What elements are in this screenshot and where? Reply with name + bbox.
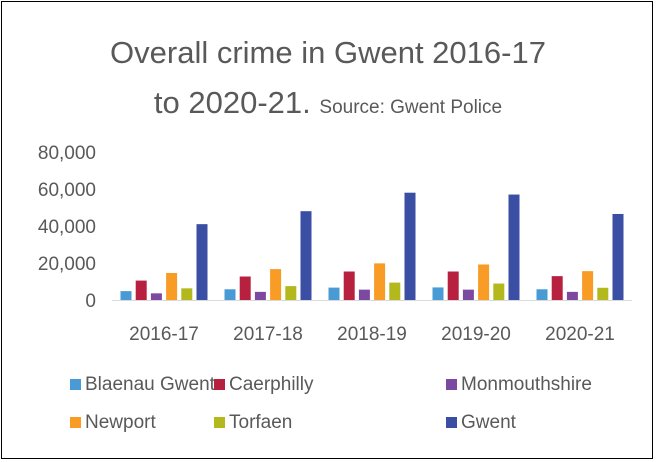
bar [240,277,251,300]
y-tick-label: 60,000 [38,180,96,201]
legend-label: Torfaen [229,412,292,433]
legend-swatch [446,417,457,428]
bar [285,286,296,300]
bar [121,291,132,300]
bar [433,287,444,300]
x-tick-label: 2019-20 [441,324,511,345]
bar [552,276,563,300]
legend-label: Caerphilly [229,374,314,395]
bar [301,211,312,300]
bar [567,292,578,300]
bar [329,288,340,300]
x-tick-label: 2018-19 [337,324,407,345]
x-tick-label: 2020-21 [545,324,615,345]
bar [537,289,548,300]
legend-swatch [70,417,81,428]
bar [136,281,147,300]
y-tick-label: 40,000 [38,217,96,238]
bar [493,284,504,300]
bar [359,290,370,300]
bar [405,193,416,300]
bar [225,289,236,300]
bar [448,272,459,300]
bar [582,271,593,300]
legend-label: Gwent [461,412,517,433]
bar [509,195,520,300]
legend-label: Monmouthshire [461,374,592,395]
bar [181,288,192,300]
legend: Blaenau Gwent Caerphilly Monmouthshire Newp… [70,374,592,433]
x-tick-label: 2017-18 [233,324,303,345]
y-tick-label: 20,000 [38,254,96,275]
bar [151,293,162,300]
x-tick-label: 2016-17 [129,324,199,345]
legend-swatch [446,379,457,390]
bar [463,290,474,300]
bar [166,273,177,300]
legend-swatch [214,379,225,390]
legend-label: Blaenau Gwent [85,374,216,395]
bar [597,288,608,300]
y-axis-labels: 0 20,000 40,000 60,000 80,000 [38,143,96,312]
x-axis-labels: 2016-17 2017-18 2018-19 2019-20 2020-21 [129,324,615,345]
bar [344,272,355,300]
bar [270,269,281,300]
bar [197,224,208,300]
bar [613,214,624,300]
y-tick-label: 0 [85,291,96,312]
bar [255,292,266,300]
legend-swatch [214,417,225,428]
bar [478,264,489,300]
y-tick-label: 80,000 [38,143,96,164]
bars [121,193,624,300]
bar [389,283,400,300]
legend-swatch [70,379,81,390]
legend-label: Newport [85,412,156,433]
bar [374,263,385,300]
